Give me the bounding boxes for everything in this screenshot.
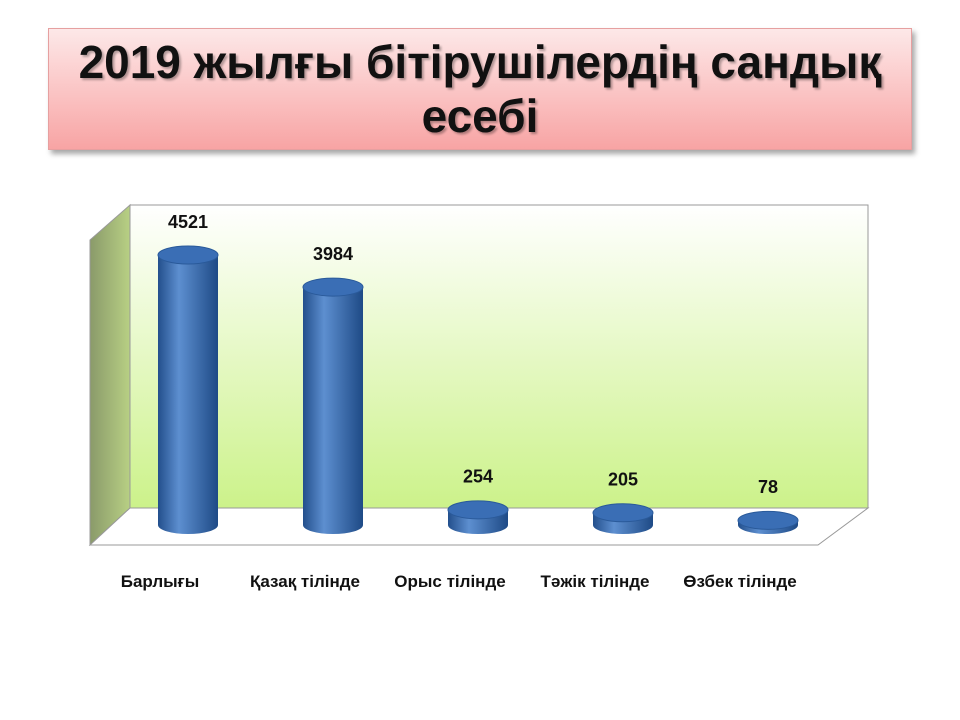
bar-top bbox=[447, 500, 509, 520]
back-wall bbox=[129, 204, 869, 509]
x-tick-label: Барлығы bbox=[120, 572, 200, 591]
bar-top bbox=[157, 245, 219, 265]
value-label: 4521 bbox=[168, 212, 208, 232]
side-wall bbox=[89, 203, 131, 547]
value-label: 3984 bbox=[313, 244, 353, 264]
bar bbox=[303, 287, 363, 534]
value-label: 205 bbox=[608, 470, 638, 490]
x-tick-label: Орыс тілінде bbox=[394, 572, 506, 591]
x-tick-label: Қазақ тілінде bbox=[249, 572, 361, 591]
bar-top bbox=[592, 503, 654, 523]
bar bbox=[158, 255, 218, 534]
value-label: 78 bbox=[758, 477, 778, 497]
bar-top bbox=[737, 510, 799, 530]
value-label: 254 bbox=[463, 467, 493, 487]
x-tick-label: Өзбек тілінде bbox=[683, 572, 797, 591]
x-tick-label: Тәжік тілінде bbox=[540, 572, 650, 591]
title-box: 2019 жылғы бітірушілердің сандық есебі bbox=[48, 28, 912, 150]
chart-title: 2019 жылғы бітірушілердің сандық есебі bbox=[78, 36, 882, 142]
bar-top bbox=[302, 277, 364, 297]
